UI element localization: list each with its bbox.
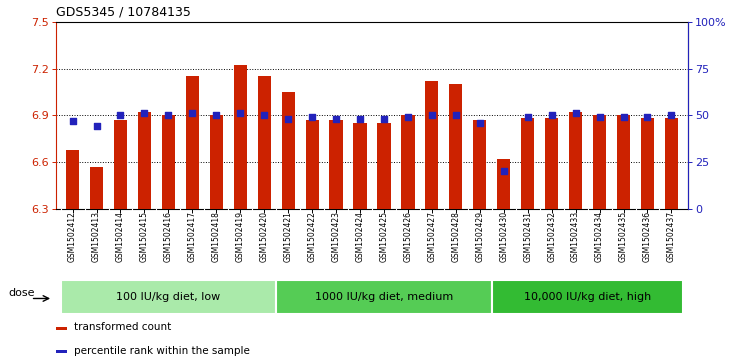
Bar <box>521 118 534 209</box>
Bar <box>210 115 223 209</box>
Text: GSM1502412: GSM1502412 <box>68 211 77 262</box>
Text: GSM1502424: GSM1502424 <box>356 211 365 262</box>
Text: GSM1502433: GSM1502433 <box>571 211 580 262</box>
Point <box>618 114 629 120</box>
Point <box>498 168 510 174</box>
Point <box>522 114 533 120</box>
Bar <box>90 167 103 209</box>
Text: GSM1502425: GSM1502425 <box>379 211 388 262</box>
Text: GSM1502420: GSM1502420 <box>260 211 269 262</box>
Bar <box>234 65 247 209</box>
Text: GSM1502437: GSM1502437 <box>667 211 676 262</box>
Text: GSM1502436: GSM1502436 <box>643 211 652 262</box>
Point <box>641 114 653 120</box>
Point <box>378 116 390 122</box>
Bar <box>306 120 318 209</box>
Text: GSM1502414: GSM1502414 <box>116 211 125 262</box>
Bar <box>66 150 79 209</box>
Text: GSM1502431: GSM1502431 <box>523 211 532 262</box>
Bar <box>401 115 414 209</box>
Text: GSM1502413: GSM1502413 <box>92 211 101 262</box>
Text: GSM1502429: GSM1502429 <box>475 211 484 262</box>
Text: GSM1502416: GSM1502416 <box>164 211 173 262</box>
Text: 100 IU/kg diet, low: 100 IU/kg diet, low <box>116 292 220 302</box>
Text: GSM1502418: GSM1502418 <box>212 211 221 262</box>
Bar <box>138 112 151 209</box>
Point <box>570 110 582 116</box>
Point <box>115 112 126 118</box>
Text: GSM1502434: GSM1502434 <box>595 211 604 262</box>
Text: GSM1502415: GSM1502415 <box>140 211 149 262</box>
Point <box>450 112 462 118</box>
Bar <box>641 118 654 209</box>
Bar <box>60 280 276 314</box>
Point <box>665 112 677 118</box>
Text: GSM1502422: GSM1502422 <box>307 211 317 262</box>
Text: dose: dose <box>8 288 35 298</box>
Text: GSM1502419: GSM1502419 <box>236 211 245 262</box>
Bar <box>377 123 391 209</box>
Point <box>234 110 246 116</box>
Text: GSM1502421: GSM1502421 <box>283 211 292 262</box>
Point <box>187 110 199 116</box>
Point <box>594 114 606 120</box>
Text: GSM1502432: GSM1502432 <box>547 211 557 262</box>
Bar <box>114 120 127 209</box>
Bar <box>56 350 67 354</box>
Text: GSM1502417: GSM1502417 <box>187 211 197 262</box>
Text: 1000 IU/kg diet, medium: 1000 IU/kg diet, medium <box>315 292 453 302</box>
Bar <box>497 159 510 209</box>
Bar <box>473 120 487 209</box>
Point <box>282 116 294 122</box>
Bar <box>617 115 630 209</box>
Point <box>545 112 557 118</box>
Point <box>211 112 222 118</box>
Bar <box>353 123 367 209</box>
Point <box>426 112 437 118</box>
Point <box>474 120 486 126</box>
Point <box>402 114 414 120</box>
Text: GSM1502428: GSM1502428 <box>452 211 461 262</box>
Point <box>138 110 150 116</box>
Text: GSM1502423: GSM1502423 <box>332 211 341 262</box>
Bar <box>56 327 67 330</box>
Bar <box>257 76 271 209</box>
Text: GSM1502430: GSM1502430 <box>499 211 508 262</box>
Text: GDS5345 / 10784135: GDS5345 / 10784135 <box>56 5 190 18</box>
Bar <box>161 115 175 209</box>
Bar <box>449 84 463 209</box>
Text: GSM1502426: GSM1502426 <box>403 211 412 262</box>
Point <box>67 118 79 124</box>
Text: GSM1502427: GSM1502427 <box>427 211 437 262</box>
Bar <box>330 120 343 209</box>
Bar <box>545 118 558 209</box>
Text: percentile rank within the sample: percentile rank within the sample <box>74 346 249 356</box>
Point <box>307 114 318 120</box>
Point <box>330 116 342 122</box>
Point <box>162 112 174 118</box>
Bar <box>186 76 199 209</box>
Bar <box>569 112 583 209</box>
Bar <box>492 280 684 314</box>
Point <box>91 123 103 129</box>
Text: 10,000 IU/kg diet, high: 10,000 IU/kg diet, high <box>524 292 651 302</box>
Point <box>258 112 270 118</box>
Bar <box>593 115 606 209</box>
Text: transformed count: transformed count <box>74 322 171 332</box>
Bar <box>426 81 438 209</box>
Point <box>354 116 366 122</box>
Bar <box>665 118 678 209</box>
Text: GSM1502435: GSM1502435 <box>619 211 628 262</box>
Bar <box>281 92 295 209</box>
Bar <box>276 280 492 314</box>
